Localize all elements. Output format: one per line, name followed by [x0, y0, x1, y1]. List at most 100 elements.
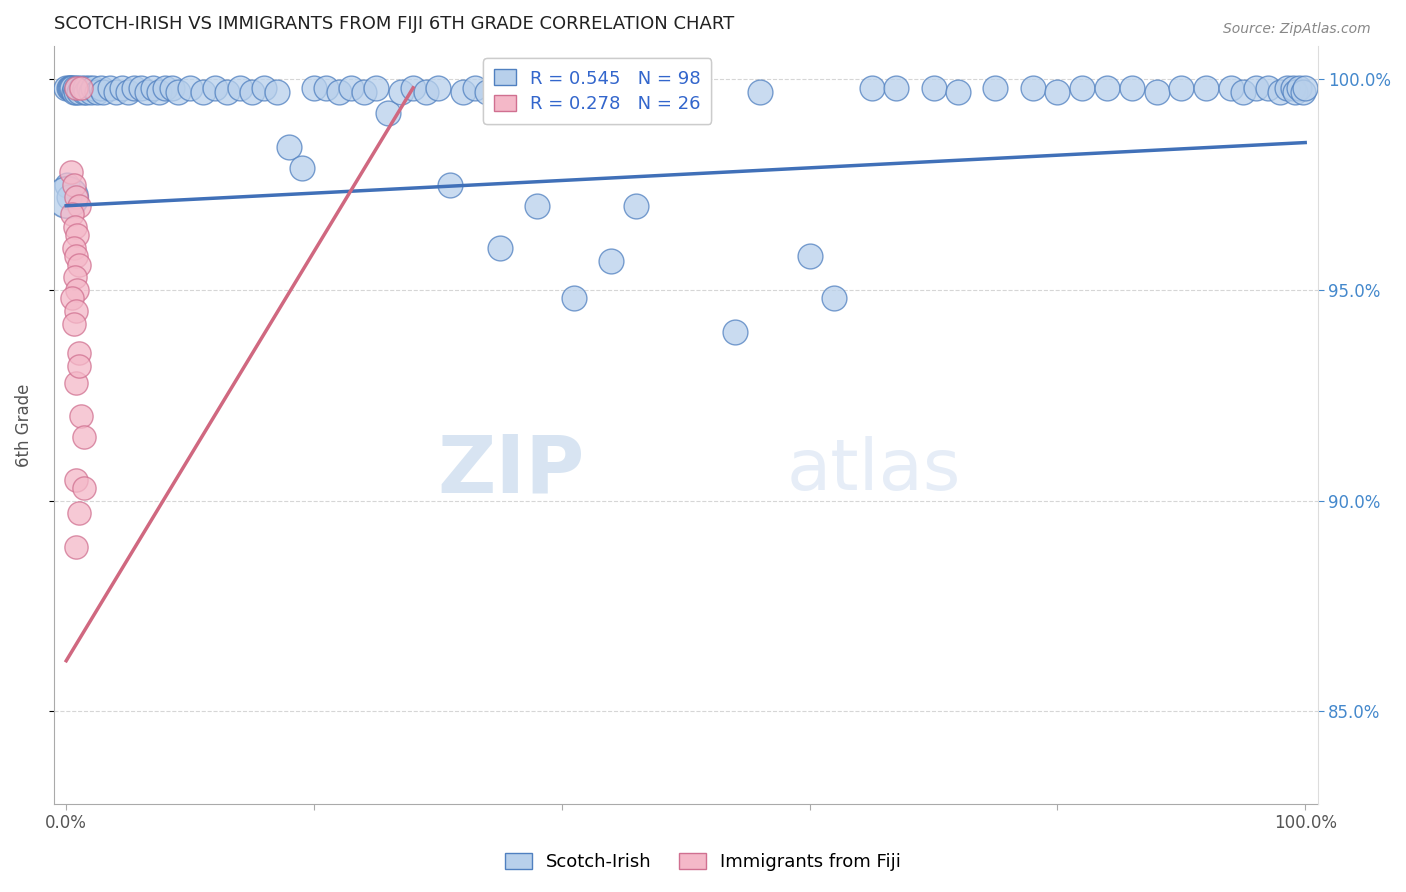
- Point: [65, 190, 87, 204]
- Point: [70, 80, 93, 95]
- Point: [62, 80, 84, 95]
- Point: [65, 540, 87, 554]
- Point: [111, 80, 134, 95]
- Point: [1071, 80, 1094, 95]
- Point: [724, 325, 747, 339]
- Point: [278, 140, 301, 154]
- Point: [155, 80, 177, 95]
- Point: [464, 80, 486, 95]
- Point: [124, 80, 146, 95]
- Point: [266, 85, 288, 99]
- Point: [328, 85, 350, 99]
- Point: [439, 178, 461, 192]
- Legend: Scotch-Irish, Immigrants from Fiji: Scotch-Irish, Immigrants from Fiji: [498, 846, 908, 879]
- Point: [80, 85, 103, 99]
- Point: [104, 85, 127, 99]
- Point: [1281, 80, 1303, 95]
- Point: [1232, 85, 1254, 99]
- Point: [340, 80, 363, 95]
- Point: [389, 85, 412, 99]
- Point: [240, 85, 263, 99]
- Point: [588, 80, 610, 95]
- Point: [426, 80, 449, 95]
- Point: [166, 85, 188, 99]
- Point: [513, 85, 536, 99]
- Point: [1292, 85, 1315, 99]
- Point: [75, 85, 97, 99]
- Point: [63, 219, 86, 234]
- Point: [551, 80, 574, 95]
- Point: [86, 85, 108, 99]
- Legend: R = 0.545   N = 98, R = 0.278   N = 26: R = 0.545 N = 98, R = 0.278 N = 26: [484, 59, 711, 124]
- Point: [65, 249, 87, 263]
- Point: [228, 80, 250, 95]
- Point: [922, 80, 945, 95]
- Point: [142, 80, 165, 95]
- Point: [377, 106, 399, 120]
- Point: [302, 80, 325, 95]
- Point: [65, 376, 87, 390]
- Point: [117, 85, 139, 99]
- Point: [1170, 80, 1192, 95]
- Point: [1275, 80, 1298, 95]
- Point: [56, 178, 79, 192]
- Point: [402, 80, 425, 95]
- Point: [1046, 85, 1069, 99]
- Point: [148, 85, 170, 99]
- Point: [600, 253, 623, 268]
- Point: [82, 80, 104, 95]
- Point: [67, 506, 90, 520]
- Point: [90, 80, 112, 95]
- Point: [477, 85, 499, 99]
- Point: [62, 317, 84, 331]
- Text: SCOTCH-IRISH VS IMMIGRANTS FROM FIJI 6TH GRADE CORRELATION CHART: SCOTCH-IRISH VS IMMIGRANTS FROM FIJI 6TH…: [53, 15, 734, 33]
- Point: [60, 165, 83, 179]
- Point: [1270, 85, 1292, 99]
- Point: [129, 80, 152, 95]
- Point: [1021, 80, 1043, 95]
- Point: [1095, 80, 1118, 95]
- Point: [948, 85, 970, 99]
- Text: ZIP: ZIP: [437, 432, 585, 509]
- Point: [749, 85, 772, 99]
- Point: [135, 85, 157, 99]
- Point: [886, 80, 908, 95]
- Point: [191, 85, 214, 99]
- Point: [58, 80, 80, 95]
- Point: [66, 80, 89, 95]
- Point: [67, 346, 90, 360]
- Point: [538, 80, 561, 95]
- Point: [67, 199, 90, 213]
- Point: [67, 85, 90, 99]
- Point: [65, 80, 87, 95]
- Point: [58, 190, 80, 204]
- Point: [562, 292, 585, 306]
- Point: [364, 80, 387, 95]
- Point: [451, 85, 474, 99]
- Point: [65, 85, 87, 99]
- Point: [1146, 85, 1168, 99]
- Point: [66, 283, 89, 297]
- Point: [1257, 80, 1279, 95]
- Point: [77, 80, 100, 95]
- Point: [860, 80, 883, 95]
- Point: [1195, 80, 1218, 95]
- Point: [1288, 80, 1310, 95]
- Point: [613, 80, 636, 95]
- Point: [63, 270, 86, 285]
- Point: [65, 304, 87, 318]
- Point: [66, 228, 89, 243]
- Point: [179, 80, 201, 95]
- Point: [353, 85, 375, 99]
- Point: [72, 85, 94, 99]
- Text: atlas: atlas: [787, 436, 962, 505]
- Point: [1284, 85, 1306, 99]
- Point: [70, 409, 93, 424]
- Point: [73, 80, 96, 95]
- Point: [415, 85, 437, 99]
- Point: [60, 80, 83, 95]
- Point: [55, 80, 77, 95]
- Point: [62, 178, 84, 192]
- Point: [575, 85, 598, 99]
- Y-axis label: 6th Grade: 6th Grade: [15, 384, 32, 467]
